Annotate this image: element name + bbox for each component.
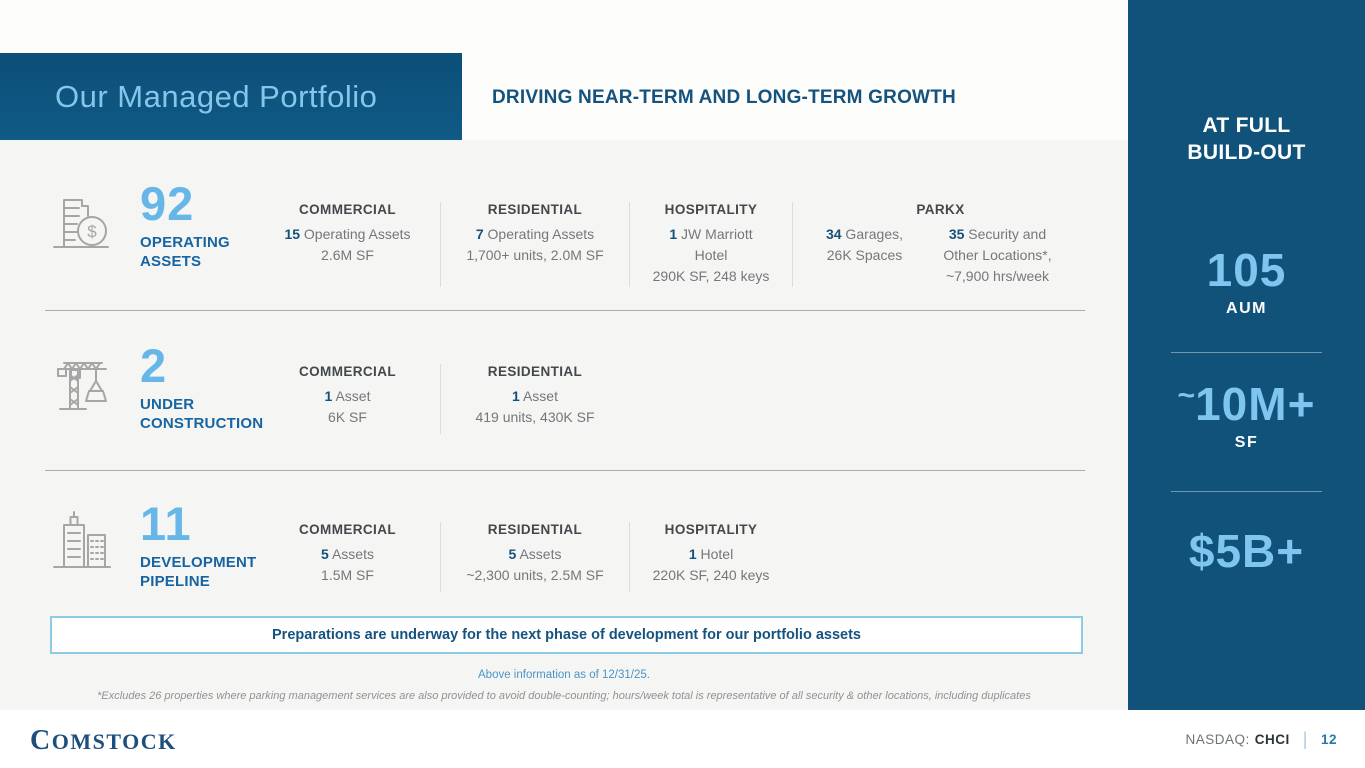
column-header: COMMERCIAL [299, 522, 396, 537]
stat-line: 5 Assets [321, 546, 374, 562]
slide-title-box: Our Managed Portfolio [0, 53, 462, 140]
stat-detail: 6K SF [328, 409, 367, 425]
hospitality-column: HOSPITALITY 1 Hotel 220K SF, 240 keys [629, 522, 792, 592]
footer-separator: | [1302, 728, 1308, 749]
column-header: RESIDENTIAL [487, 202, 583, 217]
under-construction-title: UNDER CONSTRUCTION [140, 396, 264, 432]
row-head: 11 DEVELOPMENT PIPELINE [140, 496, 257, 592]
sf-value: ~10M+ [1177, 378, 1316, 430]
buildings-icon [48, 508, 116, 580]
at-full-buildout-panel: AT FULL BUILD-OUT 105 AUM ~10M+ SF $5B+ [1128, 0, 1365, 710]
stat-detail: 1.5M SF [321, 567, 374, 583]
operating-assets-count: 92 [140, 177, 195, 230]
column-header: RESIDENTIAL [487, 522, 583, 537]
comstock-logo: COMSTOCK [30, 725, 177, 756]
column-header: COMMERCIAL [299, 202, 396, 217]
stat-detail: 290K SF, 248 keys [652, 268, 770, 284]
stat-line: 1 Hotel [688, 546, 734, 562]
under-construction-count: 2 [140, 339, 168, 392]
stat-line: 15 Operating Assets [284, 226, 411, 242]
page-number: 12 [1320, 731, 1337, 747]
sidebar-divider [1171, 491, 1322, 492]
parkx-security-stat: 35 Security and Other Locations*, ~7,900… [943, 226, 1052, 284]
sf-stat: ~10M+ SF [1128, 381, 1365, 452]
stat-detail: ~2,300 units, 2.5M SF [466, 567, 604, 583]
stat-detail: 2.6M SF [321, 247, 374, 263]
slide-subtitle: DRIVING NEAR-TERM AND LONG-TERM GROWTH [492, 87, 956, 108]
as-of-note: Above information as of 12/31/25. [478, 669, 650, 681]
stat-line: 1 Asset [512, 388, 558, 404]
value-stat: $5B+ [1128, 528, 1365, 581]
footnote: *Excludes 26 properties where parking ma… [97, 690, 1031, 702]
row-head: 2 UNDER CONSTRUCTION [140, 338, 264, 434]
operating-assets-title: OPERATING ASSETS [140, 234, 230, 270]
stat-line: 1 JW Marriott Hotel [669, 226, 753, 263]
commercial-column: COMMERCIAL 15 Operating Assets 2.6M SF [255, 202, 440, 287]
column-header: HOSPITALITY [664, 202, 758, 217]
parkx-garages-stat: 34 Garages, 26K Spaces [825, 226, 904, 263]
parkx-column: PARKX 34 Garages, 26K Spaces 35 Security… [792, 202, 1088, 287]
row-divider [45, 470, 1085, 471]
stat-line: 5 Assets [508, 546, 562, 562]
ticker-symbol: CHCI [1254, 731, 1290, 747]
aum-stat: 105 AUM [1128, 247, 1365, 318]
commercial-column: COMMERCIAL 5 Assets 1.5M SF [255, 522, 440, 592]
svg-text:$: $ [87, 222, 97, 241]
stat-columns: COMMERCIAL 15 Operating Assets 2.6M SF R… [255, 202, 1088, 287]
development-pipeline-count: 11 [140, 497, 192, 550]
column-header: HOSPITALITY [664, 522, 758, 537]
development-pipeline-title: DEVELOPMENT PIPELINE [140, 554, 257, 590]
development-pipeline-row: 11 DEVELOPMENT PIPELINE COMMERCIAL 5 Ass… [48, 496, 792, 592]
column-header: COMMERCIAL [299, 364, 396, 379]
value-amount: $5B+ [1188, 525, 1305, 577]
crane-icon [48, 350, 116, 422]
residential-column: RESIDENTIAL 1 Asset 419 units, 430K SF [440, 364, 629, 434]
sidebar-heading: AT FULL BUILD-OUT [1187, 114, 1306, 165]
ticker-block: NASDAQ: CHCI | 12 [1186, 710, 1337, 768]
stat-detail: 419 units, 430K SF [475, 409, 595, 425]
sidebar-divider [1171, 352, 1322, 353]
stat-columns: COMMERCIAL 1 Asset 6K SF RESIDENTIAL 1 A… [255, 364, 629, 434]
stat-columns: COMMERCIAL 5 Assets 1.5M SF RESIDENTIAL … [255, 522, 792, 592]
aum-value: 105 [1206, 244, 1287, 296]
residential-column: RESIDENTIAL 5 Assets ~2,300 units, 2.5M … [440, 522, 629, 592]
stat-line: 7 Operating Assets [475, 226, 595, 242]
row-divider [45, 310, 1085, 311]
operating-assets-row: $ 92 OPERATING ASSETS COMMERCIAL 15 Oper… [48, 176, 1088, 287]
residential-column: RESIDENTIAL 7 Operating Assets 1,700+ un… [440, 202, 629, 287]
ticker-label: NASDAQ: [1185, 731, 1250, 747]
stat-detail: 1,700+ units, 2.0M SF [466, 247, 604, 263]
slide-title: Our Managed Portfolio [55, 78, 378, 114]
content-area: Our Managed Portfolio DRIVING NEAR-TERM … [0, 0, 1128, 710]
stat-line: 1 Asset [324, 388, 371, 404]
row-head: 92 OPERATING ASSETS [140, 176, 255, 287]
sf-label: SF [1234, 434, 1259, 451]
under-construction-row: 2 UNDER CONSTRUCTION COMMERCIAL 1 Asset … [48, 338, 629, 434]
footer: COMSTOCK NASDAQ: CHCI | 12 [0, 710, 1365, 768]
callout-banner: Preparations are underway for the next p… [50, 616, 1083, 654]
commercial-column: COMMERCIAL 1 Asset 6K SF [255, 364, 440, 434]
building-coin-icon: $ [48, 188, 116, 260]
column-header: PARKX [916, 202, 965, 217]
stat-detail: 220K SF, 240 keys [652, 567, 770, 583]
column-header: RESIDENTIAL [487, 364, 583, 379]
aum-label: AUM [1226, 300, 1267, 317]
parkx-substats: 34 Garages, 26K Spaces 35 Security and O… [793, 224, 1088, 287]
hospitality-column: HOSPITALITY 1 JW Marriott Hotel 290K SF,… [629, 202, 792, 287]
